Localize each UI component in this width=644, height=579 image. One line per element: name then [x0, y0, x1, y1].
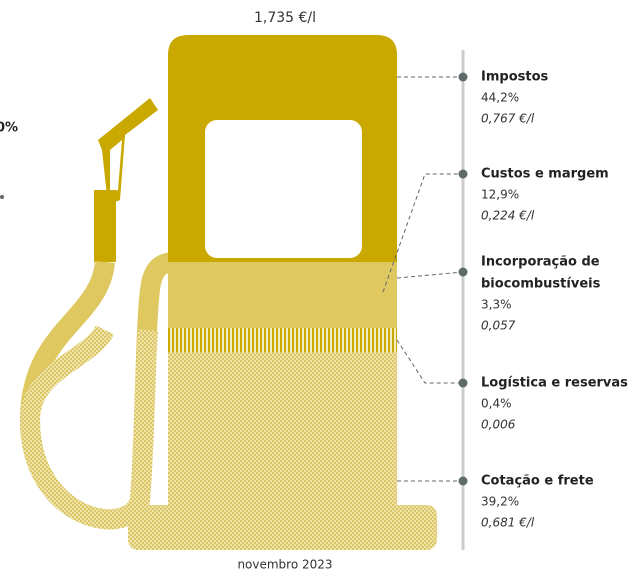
infographic: 1,735 €/l 0% novembro 2023 Impostos 44,2%…	[0, 0, 644, 579]
marker-dot	[459, 379, 468, 388]
component-name: biocombustíveis	[481, 277, 601, 292]
nozzle	[94, 98, 158, 262]
connector	[397, 272, 463, 278]
pump-bio	[168, 262, 397, 328]
pump-logistics	[168, 328, 397, 352]
component-name: Cotação e frete	[481, 474, 594, 489]
connector	[397, 340, 463, 383]
component-name: Logística e reservas	[481, 376, 628, 391]
pump-base	[128, 505, 437, 550]
cropped-label: 0%	[0, 121, 18, 136]
total-price: 1,735 €/l	[254, 10, 316, 26]
component-share: 44,2%	[481, 91, 519, 105]
marker-dot	[459, 170, 468, 179]
component-price: 0,681 €/l	[481, 516, 535, 530]
pump-window	[205, 120, 362, 258]
component-name: Custos e margem	[481, 167, 609, 182]
component-price: 0,057	[481, 319, 516, 333]
marker-dot	[459, 477, 468, 486]
cropped-dot	[0, 195, 4, 199]
marker-dot	[459, 268, 468, 277]
component-share: 39,2%	[481, 495, 519, 509]
marker-dot	[459, 73, 468, 82]
component-name: Impostos	[481, 70, 549, 85]
component-price: 0,767 €/l	[481, 112, 535, 126]
component-name: Incorporação de	[481, 255, 600, 270]
component-share: 0,4%	[481, 397, 512, 411]
component-share: 12,9%	[481, 188, 519, 202]
component-price: 0,006	[481, 418, 516, 432]
component-price: 0,224 €/l	[481, 209, 535, 223]
date: novembro 2023	[237, 558, 332, 572]
component-share: 3,3%	[481, 298, 512, 312]
pump-quote	[168, 352, 397, 510]
